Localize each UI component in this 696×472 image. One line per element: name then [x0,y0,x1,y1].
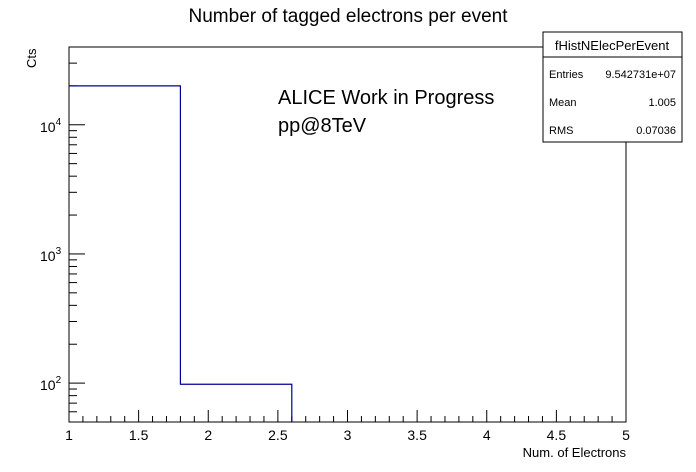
x-axis-label: Num. of Electrons [523,445,627,460]
stats-entries-label: Entries [549,69,584,81]
x-tick-label: 3 [344,427,352,443]
x-tick-label: 4 [483,427,491,443]
annotation-energy: pp@8TeV [278,115,367,137]
histogram-bins [69,85,293,422]
stats-box-frame [542,31,683,143]
y-tick-label: 102 [40,375,62,393]
chart-title: Number of tagged electrons per event [189,6,509,27]
x-tick-label: 2.5 [268,427,288,443]
y-axis-label: Cts [24,48,39,68]
y-tick-label: 103 [40,246,62,264]
stats-entries-value: 9.542731e+07 [605,69,676,81]
x-axis: 1 1.5 2 2.5 3 3.5 4 4.5 5 [65,410,630,443]
stats-mean-value: 1.005 [648,97,676,109]
x-tick-label: 3.5 [407,427,427,443]
histogram-bin [69,86,180,422]
y-axis: 102 103 104 [40,46,85,423]
stats-rms-label: RMS [549,125,573,137]
histogram-outline [69,85,293,422]
stats-mean-label: Mean [549,97,577,109]
stats-box-name: fHistNElecPerEvent [555,38,670,53]
x-tick-label: 4.5 [547,427,567,443]
x-tick-label: 5 [622,427,630,443]
x-tick-label: 2 [204,427,212,443]
stats-rms-value: 0.07036 [636,125,676,137]
stats-box: fHistNElecPerEvent Entries 9.542731e+07 … [542,31,683,143]
annotation-alice: ALICE Work in Progress [278,87,494,109]
x-tick-label: 1.5 [129,427,149,443]
x-tick-label: 1 [65,427,73,443]
y-tick-label: 104 [40,117,62,135]
